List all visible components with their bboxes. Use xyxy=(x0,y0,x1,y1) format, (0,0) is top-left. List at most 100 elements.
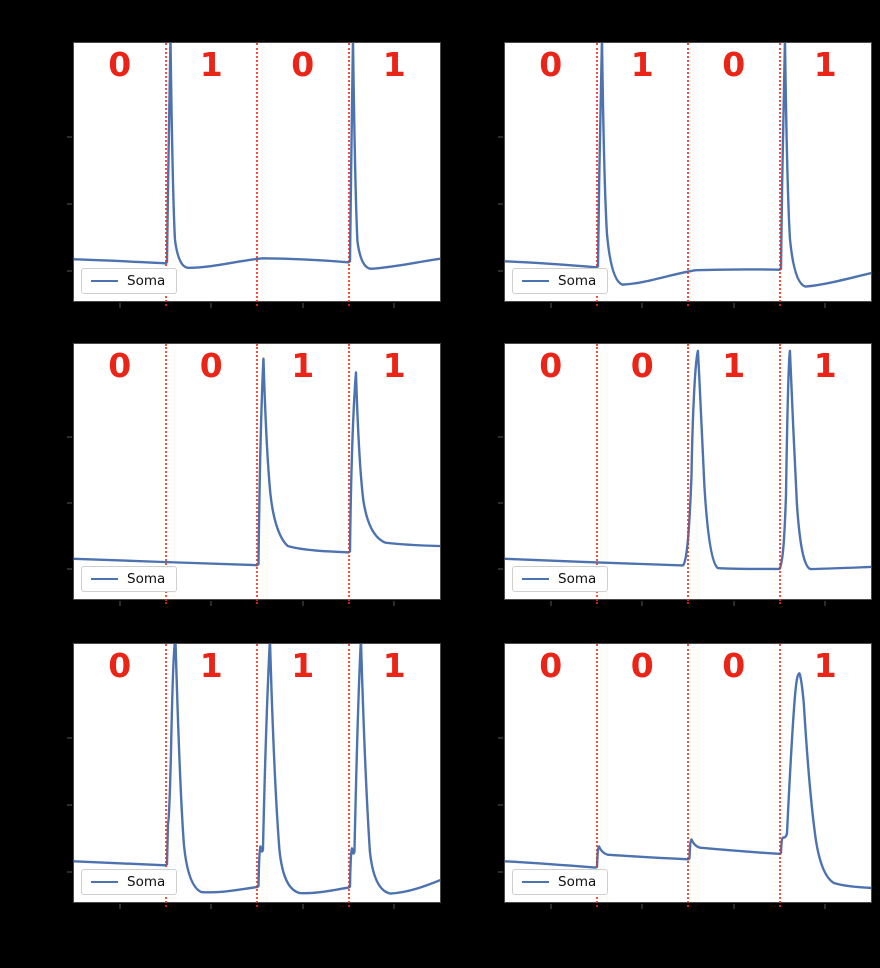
bit-label: 0 xyxy=(630,346,654,385)
bit-boundary-line xyxy=(256,43,258,306)
legend-label: Soma xyxy=(127,273,166,289)
bit-label: 0 xyxy=(108,646,132,685)
y-axis-tick xyxy=(67,803,72,806)
x-axis-tick xyxy=(549,303,552,308)
legend-line-sample xyxy=(91,578,118,580)
bit-boundary-line xyxy=(256,344,258,604)
legend-line-sample xyxy=(522,578,549,580)
x-axis-tick xyxy=(210,904,213,909)
y-axis-tick xyxy=(67,568,72,571)
bit-boundary-line xyxy=(778,344,781,604)
subplot-top-left: 0 1 0 1 Soma xyxy=(67,42,441,308)
x-axis-tick xyxy=(549,601,552,606)
x-axis-tick xyxy=(549,904,552,909)
legend-box: Soma xyxy=(512,268,609,294)
bit-boundary-line xyxy=(347,344,350,604)
soma-trace-line xyxy=(74,357,440,567)
bit-label: 0 xyxy=(291,45,315,84)
legend-label: Soma xyxy=(127,874,166,890)
bit-label: 1 xyxy=(813,646,837,685)
y-axis-tick xyxy=(498,135,503,138)
bit-label: 1 xyxy=(199,45,223,84)
bit-label: 0 xyxy=(539,45,563,84)
trace-plot-area xyxy=(505,672,871,890)
x-axis-tick xyxy=(824,303,827,308)
bit-boundary-line xyxy=(347,644,350,907)
y-axis-tick xyxy=(498,736,503,739)
soma-trace-line xyxy=(505,349,871,571)
x-axis-tick xyxy=(301,904,304,909)
y-axis-tick xyxy=(67,202,72,205)
x-axis-tick xyxy=(210,303,213,308)
y-axis-tick xyxy=(67,135,72,138)
bit-label: 0 xyxy=(722,646,746,685)
soma-trace-line xyxy=(505,672,871,890)
soma-trace-line xyxy=(74,43,440,270)
bit-label: 1 xyxy=(722,346,746,385)
legend-line-sample xyxy=(91,280,118,282)
subplot-bottom-left: 0 1 1 1 Soma xyxy=(67,643,441,909)
bit-label: 0 xyxy=(539,346,563,385)
x-axis-tick xyxy=(732,303,735,308)
soma-trace-line xyxy=(505,43,871,288)
legend-label: Soma xyxy=(558,874,597,890)
bit-boundary-line xyxy=(347,43,350,306)
y-axis-tick xyxy=(67,435,72,438)
bit-label: 1 xyxy=(382,45,406,84)
trace-plot-area xyxy=(74,43,440,270)
bit-label: 1 xyxy=(813,346,837,385)
y-axis-tick xyxy=(67,736,72,739)
bit-label: 1 xyxy=(291,346,315,385)
legend-box: Soma xyxy=(81,268,178,294)
y-axis-tick xyxy=(498,502,503,505)
y-axis-tick xyxy=(67,871,72,874)
x-axis-tick xyxy=(641,303,644,308)
bit-label: 1 xyxy=(382,346,406,385)
bit-label: 0 xyxy=(108,346,132,385)
bit-boundary-line xyxy=(256,644,258,907)
bit-label: 0 xyxy=(199,346,223,385)
x-axis-tick xyxy=(393,303,396,308)
bit-boundary-line xyxy=(595,43,598,306)
legend-box: Soma xyxy=(512,869,609,895)
x-axis-tick xyxy=(118,601,121,606)
bit-boundary-line xyxy=(687,43,689,306)
x-axis-tick xyxy=(118,904,121,909)
y-axis-tick xyxy=(67,270,72,273)
subplot-top-right: 0 1 0 1 Soma xyxy=(498,42,872,308)
bit-boundary-line xyxy=(595,644,598,907)
bit-label: 1 xyxy=(813,45,837,84)
bit-label: 1 xyxy=(382,646,406,685)
x-axis-tick xyxy=(301,601,304,606)
bit-label: 0 xyxy=(108,45,132,84)
bit-boundary-line xyxy=(595,344,598,604)
x-axis-tick xyxy=(732,601,735,606)
y-axis-tick xyxy=(498,435,503,438)
bit-label: 1 xyxy=(199,646,223,685)
legend-label: Soma xyxy=(558,571,597,587)
bit-boundary-line xyxy=(687,344,689,604)
x-axis-tick xyxy=(301,303,304,308)
x-axis-tick xyxy=(641,904,644,909)
x-axis-tick xyxy=(641,601,644,606)
y-axis-tick xyxy=(498,568,503,571)
x-axis-tick xyxy=(393,601,396,606)
y-axis-tick xyxy=(67,502,72,505)
bit-boundary-line xyxy=(164,43,167,306)
bit-boundary-line xyxy=(778,644,781,907)
legend-line-sample xyxy=(91,881,118,883)
y-axis-tick xyxy=(498,803,503,806)
x-axis-tick xyxy=(824,601,827,606)
bit-boundary-line xyxy=(164,344,167,604)
y-axis-tick xyxy=(498,202,503,205)
bit-label: 0 xyxy=(722,45,746,84)
legend-label: Soma xyxy=(127,571,166,587)
subplot-middle-left: 0 0 1 1 Soma xyxy=(67,343,441,606)
bit-label: 0 xyxy=(539,646,563,685)
bit-boundary-line xyxy=(778,43,781,306)
legend-box: Soma xyxy=(81,869,178,895)
trace-plot-area xyxy=(74,357,440,567)
bit-label: 1 xyxy=(291,646,315,685)
legend-line-sample xyxy=(522,280,549,282)
